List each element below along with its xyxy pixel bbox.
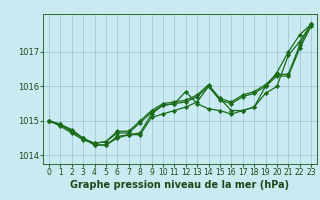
- X-axis label: Graphe pression niveau de la mer (hPa): Graphe pression niveau de la mer (hPa): [70, 180, 290, 190]
